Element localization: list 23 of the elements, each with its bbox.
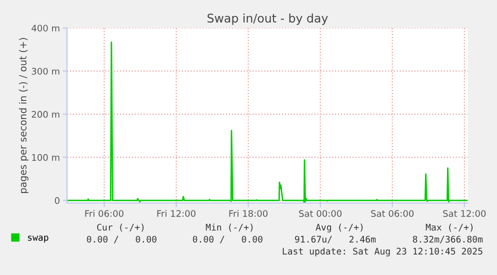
text: 91.67u/ 2.46m bbox=[295, 236, 376, 244]
text: Last update: Sat Aug 23 12:10:45 2025 bbox=[282, 248, 482, 256]
x-tick-label: Sat 06:00 bbox=[371, 210, 414, 217]
text: 0.00 / 0.00 bbox=[192, 236, 262, 244]
x-tick-label: Sat 00:00 bbox=[299, 210, 342, 217]
chart-title: Swap in/out - by day bbox=[208, 13, 328, 25]
x-tick-label: Fri 06:00 bbox=[85, 210, 124, 217]
text: Cur (-/+) bbox=[97, 224, 144, 232]
y-tick-label: 300 m bbox=[32, 68, 60, 75]
text: 8.32m/366.80m bbox=[412, 236, 483, 244]
y-axis-title: pages per second in (-) / out (+) bbox=[18, 38, 28, 193]
text: Min (-/+) bbox=[206, 224, 253, 232]
y-tick-label: 200 m bbox=[32, 110, 60, 118]
x-tick-label: Sat 12:00 bbox=[443, 210, 486, 217]
text: Max (-/+) bbox=[426, 224, 473, 232]
x-tick-label: Fri 18:00 bbox=[229, 210, 268, 217]
x-tick-label: Fri 12:00 bbox=[157, 210, 196, 217]
y-tick-label: 400 m bbox=[32, 24, 60, 32]
y-tick-label: 100 m bbox=[32, 154, 60, 161]
text: 0.00 / 0.00 bbox=[86, 236, 156, 244]
legend-label: swap bbox=[28, 236, 48, 243]
text: Avg (-/+) bbox=[316, 224, 363, 232]
y-tick-label: 0 bbox=[54, 197, 60, 204]
